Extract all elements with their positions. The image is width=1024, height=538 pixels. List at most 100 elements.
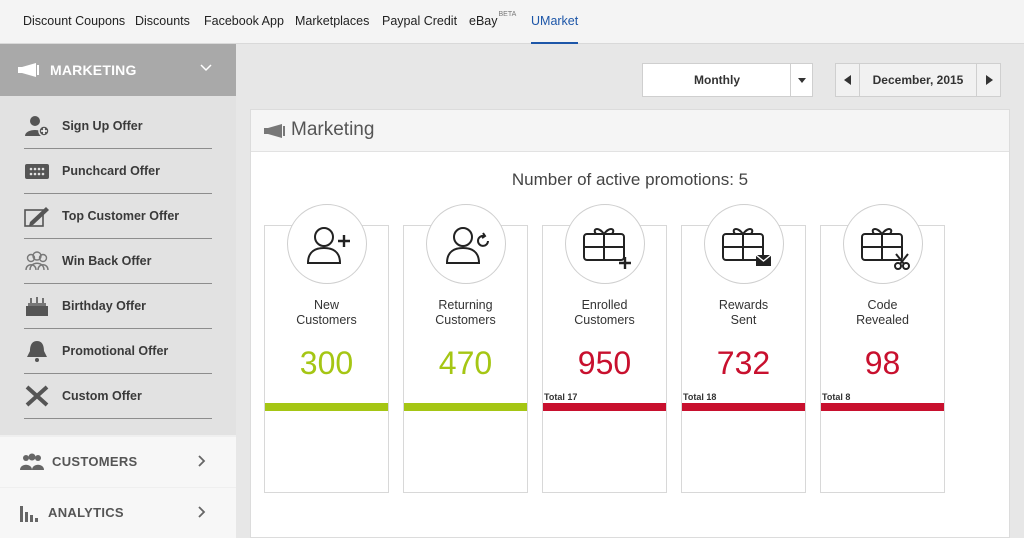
sidebar-header-marketing[interactable]: MARKETING: [0, 44, 236, 96]
previous-month-button[interactable]: [836, 64, 860, 96]
stat-label-line: Code: [867, 298, 898, 312]
panel-title: Marketing: [291, 119, 375, 140]
stat-label-line: Rewards: [718, 298, 769, 312]
tab-paypal-credit[interactable]: Paypal Credit: [382, 14, 458, 28]
stat-icon-circle: [843, 204, 923, 284]
period-select[interactable]: Monthly: [642, 63, 813, 97]
stat-label-line: Enrolled: [581, 298, 628, 312]
period-select-value: Monthly: [694, 73, 740, 87]
sidebar-item-win-back-offer[interactable]: Win Back Offer: [24, 239, 212, 284]
panel-header: Marketing: [251, 110, 1009, 152]
stat-value: 300: [299, 345, 354, 381]
gift-card-mail-icon: [722, 228, 772, 266]
tab-facebook-app[interactable]: Facebook App: [204, 14, 284, 28]
stat-label-line: Customers: [574, 313, 635, 327]
stat-bar: [265, 403, 388, 411]
stat-card-returning-customers[interactable]: Returning Customers 470: [403, 204, 528, 493]
sidebar-item-custom-offer[interactable]: Custom Offer: [24, 374, 212, 419]
punchcard-icon: [25, 164, 49, 179]
stat-icon-circle: [287, 204, 367, 284]
stat-card-new-customers[interactable]: New Customers 300: [264, 204, 389, 493]
stat-bar: [543, 403, 666, 411]
caret-down-icon: [798, 78, 806, 83]
stat-label: Enrolled Customers: [543, 298, 666, 328]
stat-label: Code Revealed: [821, 298, 944, 328]
stat-card-code-revealed[interactable]: Code Revealed 98 Total 8: [820, 204, 945, 493]
offer-list: Sign Up Offer Punchcard Offer Top Custom…: [0, 96, 236, 435]
bar-chart-icon: [20, 506, 38, 522]
active-promotions-count: Number of active promotions: 5: [511, 170, 749, 189]
users-icon: [25, 251, 49, 271]
chevron-right-icon: [198, 506, 206, 518]
stat-bar: [682, 403, 805, 411]
stat-label-line: New: [313, 298, 339, 312]
tab-umarket[interactable]: UMarket: [531, 0, 579, 44]
next-month-button[interactable]: [976, 64, 1000, 96]
top-nav: Discount Coupons Discounts Facebook App …: [0, 0, 1024, 44]
sidebar-item-punchcard-offer[interactable]: Punchcard Offer: [24, 149, 212, 194]
stat-label-line: Customers: [435, 313, 496, 327]
add-user-icon: [306, 227, 350, 264]
cake-icon: [26, 297, 48, 316]
gift-card-add-icon: [583, 228, 631, 269]
stat-value: 470: [438, 345, 493, 381]
stat-value: 732: [716, 345, 771, 381]
stat-bar: [404, 403, 527, 411]
stat-icon-circle: [426, 204, 506, 284]
stat-label: New Customers: [265, 298, 388, 328]
users-icon: [20, 453, 44, 470]
tab-ebay-label: eBay: [469, 14, 498, 28]
sidebar-item-label: Punchcard Offer: [62, 164, 160, 178]
sidebar-section-customers[interactable]: CUSTOMERS: [0, 437, 236, 487]
stat-icon-circle: [704, 204, 784, 284]
beta-badge: BETA: [498, 11, 517, 18]
sidebar-item-label: Promotional Offer: [62, 344, 169, 358]
stat-label-line: Returning: [438, 298, 493, 312]
sidebar-header-label: MARKETING: [50, 62, 137, 78]
stat-value: 950: [577, 345, 632, 381]
stat-card-rewards-sent[interactable]: Rewards Sent 732 Total 18: [681, 204, 806, 493]
stat-label-line: Customers: [296, 313, 357, 327]
bell-icon: [27, 341, 47, 362]
stat-label: Returning Customers: [404, 298, 527, 328]
marketing-panel: Marketing Number of active promotions: 5…: [250, 109, 1010, 538]
megaphone-icon: [264, 124, 285, 138]
stat-bar: [821, 403, 944, 411]
pen-icon: [24, 207, 49, 227]
megaphone-icon: [18, 63, 39, 77]
stat-label: Rewards Sent: [682, 298, 805, 328]
sidebar-item-label: Win Back Offer: [62, 254, 152, 268]
tools-icon: [25, 385, 49, 407]
sidebar-section-analytics[interactable]: ANALYTICS: [0, 488, 236, 538]
sidebar-item-top-customer-offer[interactable]: Top Customer Offer: [24, 194, 212, 239]
stat-card-enrolled-customers[interactable]: Enrolled Customers 950 Total 17: [542, 204, 667, 493]
date-navigator: December, 2015: [835, 63, 1001, 97]
caret-right-icon: [986, 75, 993, 85]
returning-user-icon: [445, 227, 489, 264]
add-user-icon: [25, 116, 50, 137]
stat-total: Total 17: [544, 392, 578, 402]
chevron-down-icon: [200, 64, 212, 72]
period-dropdown-button[interactable]: [790, 64, 812, 96]
stat-value: 98: [864, 345, 901, 381]
tab-discount-coupons[interactable]: Discount Coupons: [23, 14, 126, 28]
sidebar: MARKETING Sign Up Offer Punchcard Of: [0, 44, 236, 538]
sidebar-section-label: ANALYTICS: [48, 505, 124, 520]
chevron-right-icon: [198, 455, 206, 467]
sidebar-item-promotional-offer[interactable]: Promotional Offer: [24, 329, 212, 374]
stat-icon-circle: [565, 204, 645, 284]
stat-total: Total 8: [822, 392, 851, 402]
tab-marketplaces[interactable]: Marketplaces: [295, 14, 370, 28]
tab-ebay[interactable]: eBayBETA: [469, 0, 516, 44]
sidebar-item-label: Birthday Offer: [62, 299, 147, 313]
sidebar-item-label: Top Customer Offer: [62, 209, 180, 223]
tab-discounts[interactable]: Discounts: [135, 14, 190, 28]
sidebar-item-label: Custom Offer: [62, 389, 142, 403]
stat-label-line: Sent: [730, 313, 757, 327]
sidebar-item-birthday-offer[interactable]: Birthday Offer: [24, 284, 212, 329]
stat-label-line: Revealed: [856, 313, 909, 327]
gift-card-scissors-icon: [861, 228, 910, 270]
current-date: December, 2015: [872, 73, 964, 87]
sidebar-item-sign-up-offer[interactable]: Sign Up Offer: [24, 104, 212, 149]
sidebar-section-label: CUSTOMERS: [52, 454, 138, 469]
